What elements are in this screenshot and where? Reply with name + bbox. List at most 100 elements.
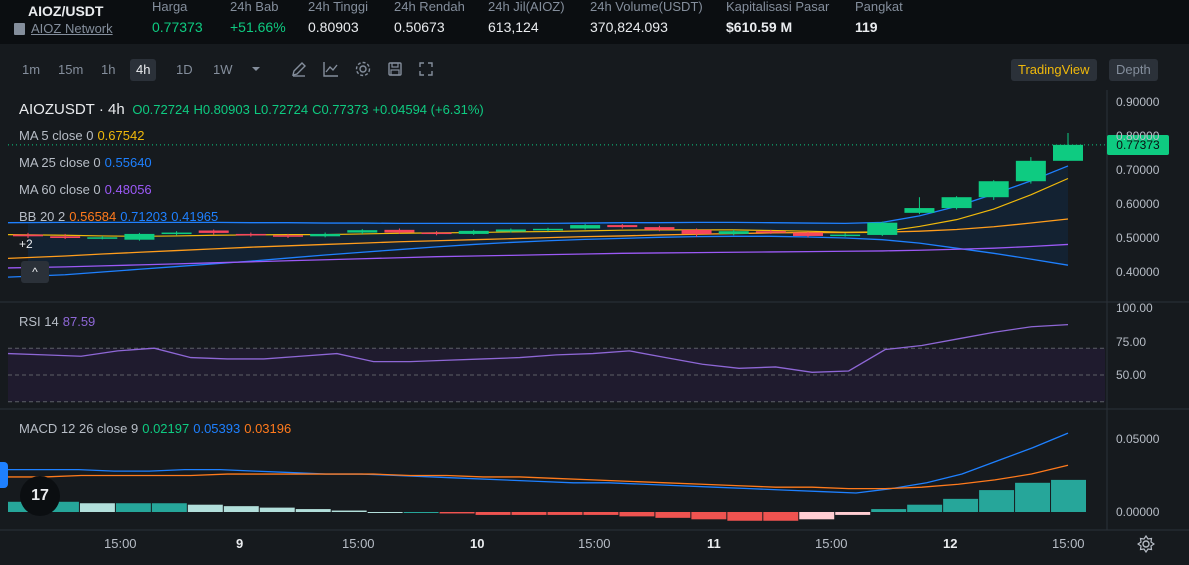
- macd-histogram-bar: [547, 512, 583, 515]
- candle-up: [87, 237, 118, 239]
- macd-histogram-bar: [511, 512, 547, 515]
- save-icon[interactable]: [386, 60, 404, 78]
- legend-change: +0.04594 (+6.31%): [372, 102, 484, 117]
- stat-label: Harga: [152, 0, 188, 14]
- macd-histogram-bar: [259, 507, 295, 512]
- bb-label: BB 20 2: [19, 209, 66, 224]
- candle-down: [607, 225, 638, 228]
- tradingview-toggle[interactable]: TradingView: [1011, 59, 1097, 81]
- legend-close: C0.77373: [312, 102, 369, 117]
- chart-toolbar: 1m 15m 1h 4h 1D 1W TradingView Depth: [0, 52, 1189, 86]
- stat-1: 24h Bab +51.66%: [230, 0, 286, 35]
- candle-down: [198, 230, 229, 233]
- depth-toggle[interactable]: Depth: [1109, 59, 1158, 81]
- macd-histogram-bar: [727, 512, 763, 521]
- stat-label: Pangkat: [855, 0, 903, 14]
- macd-histogram-bar: [799, 512, 835, 520]
- timeframe-1h[interactable]: 1h: [101, 62, 116, 77]
- settings-gear-icon[interactable]: [354, 60, 372, 78]
- current-price-tag: 0.77373: [1107, 135, 1169, 155]
- legend-low: L0.72724: [253, 102, 309, 117]
- macd-legend[interactable]: MACD 12 26 close 9 0.02197 0.05393 0.03196: [19, 421, 295, 436]
- rsi-axis-label: 100.00: [1116, 301, 1153, 315]
- candle-up: [830, 234, 861, 237]
- legend-symbol[interactable]: AIOZUSDT: [19, 101, 95, 118]
- macd-histogram-bar: [1015, 482, 1051, 512]
- time-axis-label: 12: [943, 536, 958, 551]
- signal-line: [8, 464, 1069, 490]
- symbol-legend: AIOZUSDT · 4h O0.72724 H0.80903 L0.72724 C0.…: [19, 101, 488, 118]
- candle-up: [310, 233, 341, 237]
- macd-histogram-bar: [223, 506, 259, 512]
- rsi-line: [7, 323, 1069, 373]
- time-axis-label: 15:00: [815, 536, 848, 551]
- tradingview-logo[interactable]: 17: [20, 476, 60, 516]
- macd-histogram-bar: [763, 512, 799, 521]
- timeframe-15m[interactable]: 15m: [58, 62, 84, 77]
- network-link[interactable]: AIOZ Network: [31, 21, 113, 36]
- time-axis-label: 15:00: [342, 536, 375, 551]
- time-axis-label: 9: [236, 536, 244, 551]
- macd-histogram-bar: [295, 509, 331, 512]
- bb-value-2: 0.71203: [120, 209, 168, 224]
- stat-label: 24h Bab: [230, 0, 279, 14]
- stat-value: $610.59 M: [726, 19, 793, 35]
- bb-legend[interactable]: BB 20 2 0.56584 0.71203 0.41965: [19, 209, 222, 224]
- candle-up: [1015, 160, 1046, 182]
- ma5-legend[interactable]: MA 5 close 0 0.67542: [19, 128, 148, 143]
- rsi-legend[interactable]: RSI 14 87.59: [19, 314, 99, 329]
- candle-down: [644, 227, 675, 230]
- macd-axis-label: 0.05000: [1116, 432, 1160, 446]
- candle-up: [458, 230, 489, 234]
- stat-0: Harga 0.77373: [152, 0, 203, 35]
- time-axis-label: 15:00: [578, 536, 611, 551]
- macd-histogram-bar: [655, 512, 691, 518]
- candle-up: [347, 230, 378, 233]
- timeframe-1D[interactable]: 1D: [176, 62, 193, 77]
- ma5-value: 0.67542: [97, 128, 145, 143]
- candle-down: [421, 232, 452, 235]
- candle-down: [13, 234, 43, 237]
- candle-down: [755, 231, 786, 233]
- ma60-legend[interactable]: MA 60 close 0 0.48056: [19, 182, 156, 197]
- macd-value-1: 0.02197: [142, 421, 190, 436]
- stat-value: 370,824.093: [590, 19, 668, 35]
- chart-container[interactable]: AIOZUSDT · 4h O0.72724 H0.80903 L0.72724 C0.…: [0, 90, 1189, 565]
- stat-label: 24h Tinggi: [308, 0, 368, 14]
- macd-histogram-bar: [835, 512, 871, 515]
- timeframe-1m[interactable]: 1m: [22, 62, 41, 77]
- side-panel-handle[interactable]: [0, 462, 8, 488]
- macd-histogram-bar: [151, 503, 187, 512]
- bb-upper-line: [7, 165, 1069, 225]
- ma25-label: MA 25 close 0: [19, 155, 101, 170]
- candle-up: [570, 225, 601, 229]
- collapse-legend-button[interactable]: ^: [21, 261, 49, 283]
- rsi-value: 87.59: [62, 314, 96, 329]
- pair-network: AIOZ Network: [14, 21, 113, 36]
- candle-down: [681, 229, 712, 234]
- macd-histogram-bar: [871, 509, 907, 512]
- rsi-axis-label: 75.00: [1116, 334, 1147, 349]
- candle-up: [718, 231, 749, 234]
- time-axis-label: 15:00: [1052, 536, 1085, 551]
- price-axis-label: 0.80000: [1116, 129, 1160, 143]
- fullscreen-icon[interactable]: [417, 60, 435, 78]
- bollinger-band-fill: [28, 165, 1068, 278]
- ma5-label: MA 5 close 0: [19, 128, 94, 143]
- hidden-indicators-count[interactable]: +2: [19, 237, 33, 251]
- indicator-icon[interactable]: [322, 60, 340, 78]
- dropdown-caret-icon[interactable]: [247, 60, 265, 78]
- timeframe-1W[interactable]: 1W: [213, 62, 233, 77]
- candle-up: [941, 197, 972, 209]
- chart-canvas[interactable]: [0, 90, 1189, 565]
- ma25-legend[interactable]: MA 25 close 0 0.55640: [19, 155, 156, 170]
- candle-down: [273, 235, 303, 237]
- chart-settings-icon[interactable]: [1136, 534, 1156, 554]
- macd-axis-label: 0.00000: [1116, 505, 1160, 519]
- pair-title[interactable]: AIOZ/USDT: [28, 3, 104, 19]
- stat-5: 24h Volume(USDT) 370,824.093: [590, 0, 703, 35]
- time-axis-label: 11: [707, 536, 721, 551]
- draw-pen-icon[interactable]: [290, 60, 308, 78]
- stat-3: 24h Rendah 0.50673: [394, 0, 465, 35]
- timeframe-4h[interactable]: 4h: [130, 59, 157, 81]
